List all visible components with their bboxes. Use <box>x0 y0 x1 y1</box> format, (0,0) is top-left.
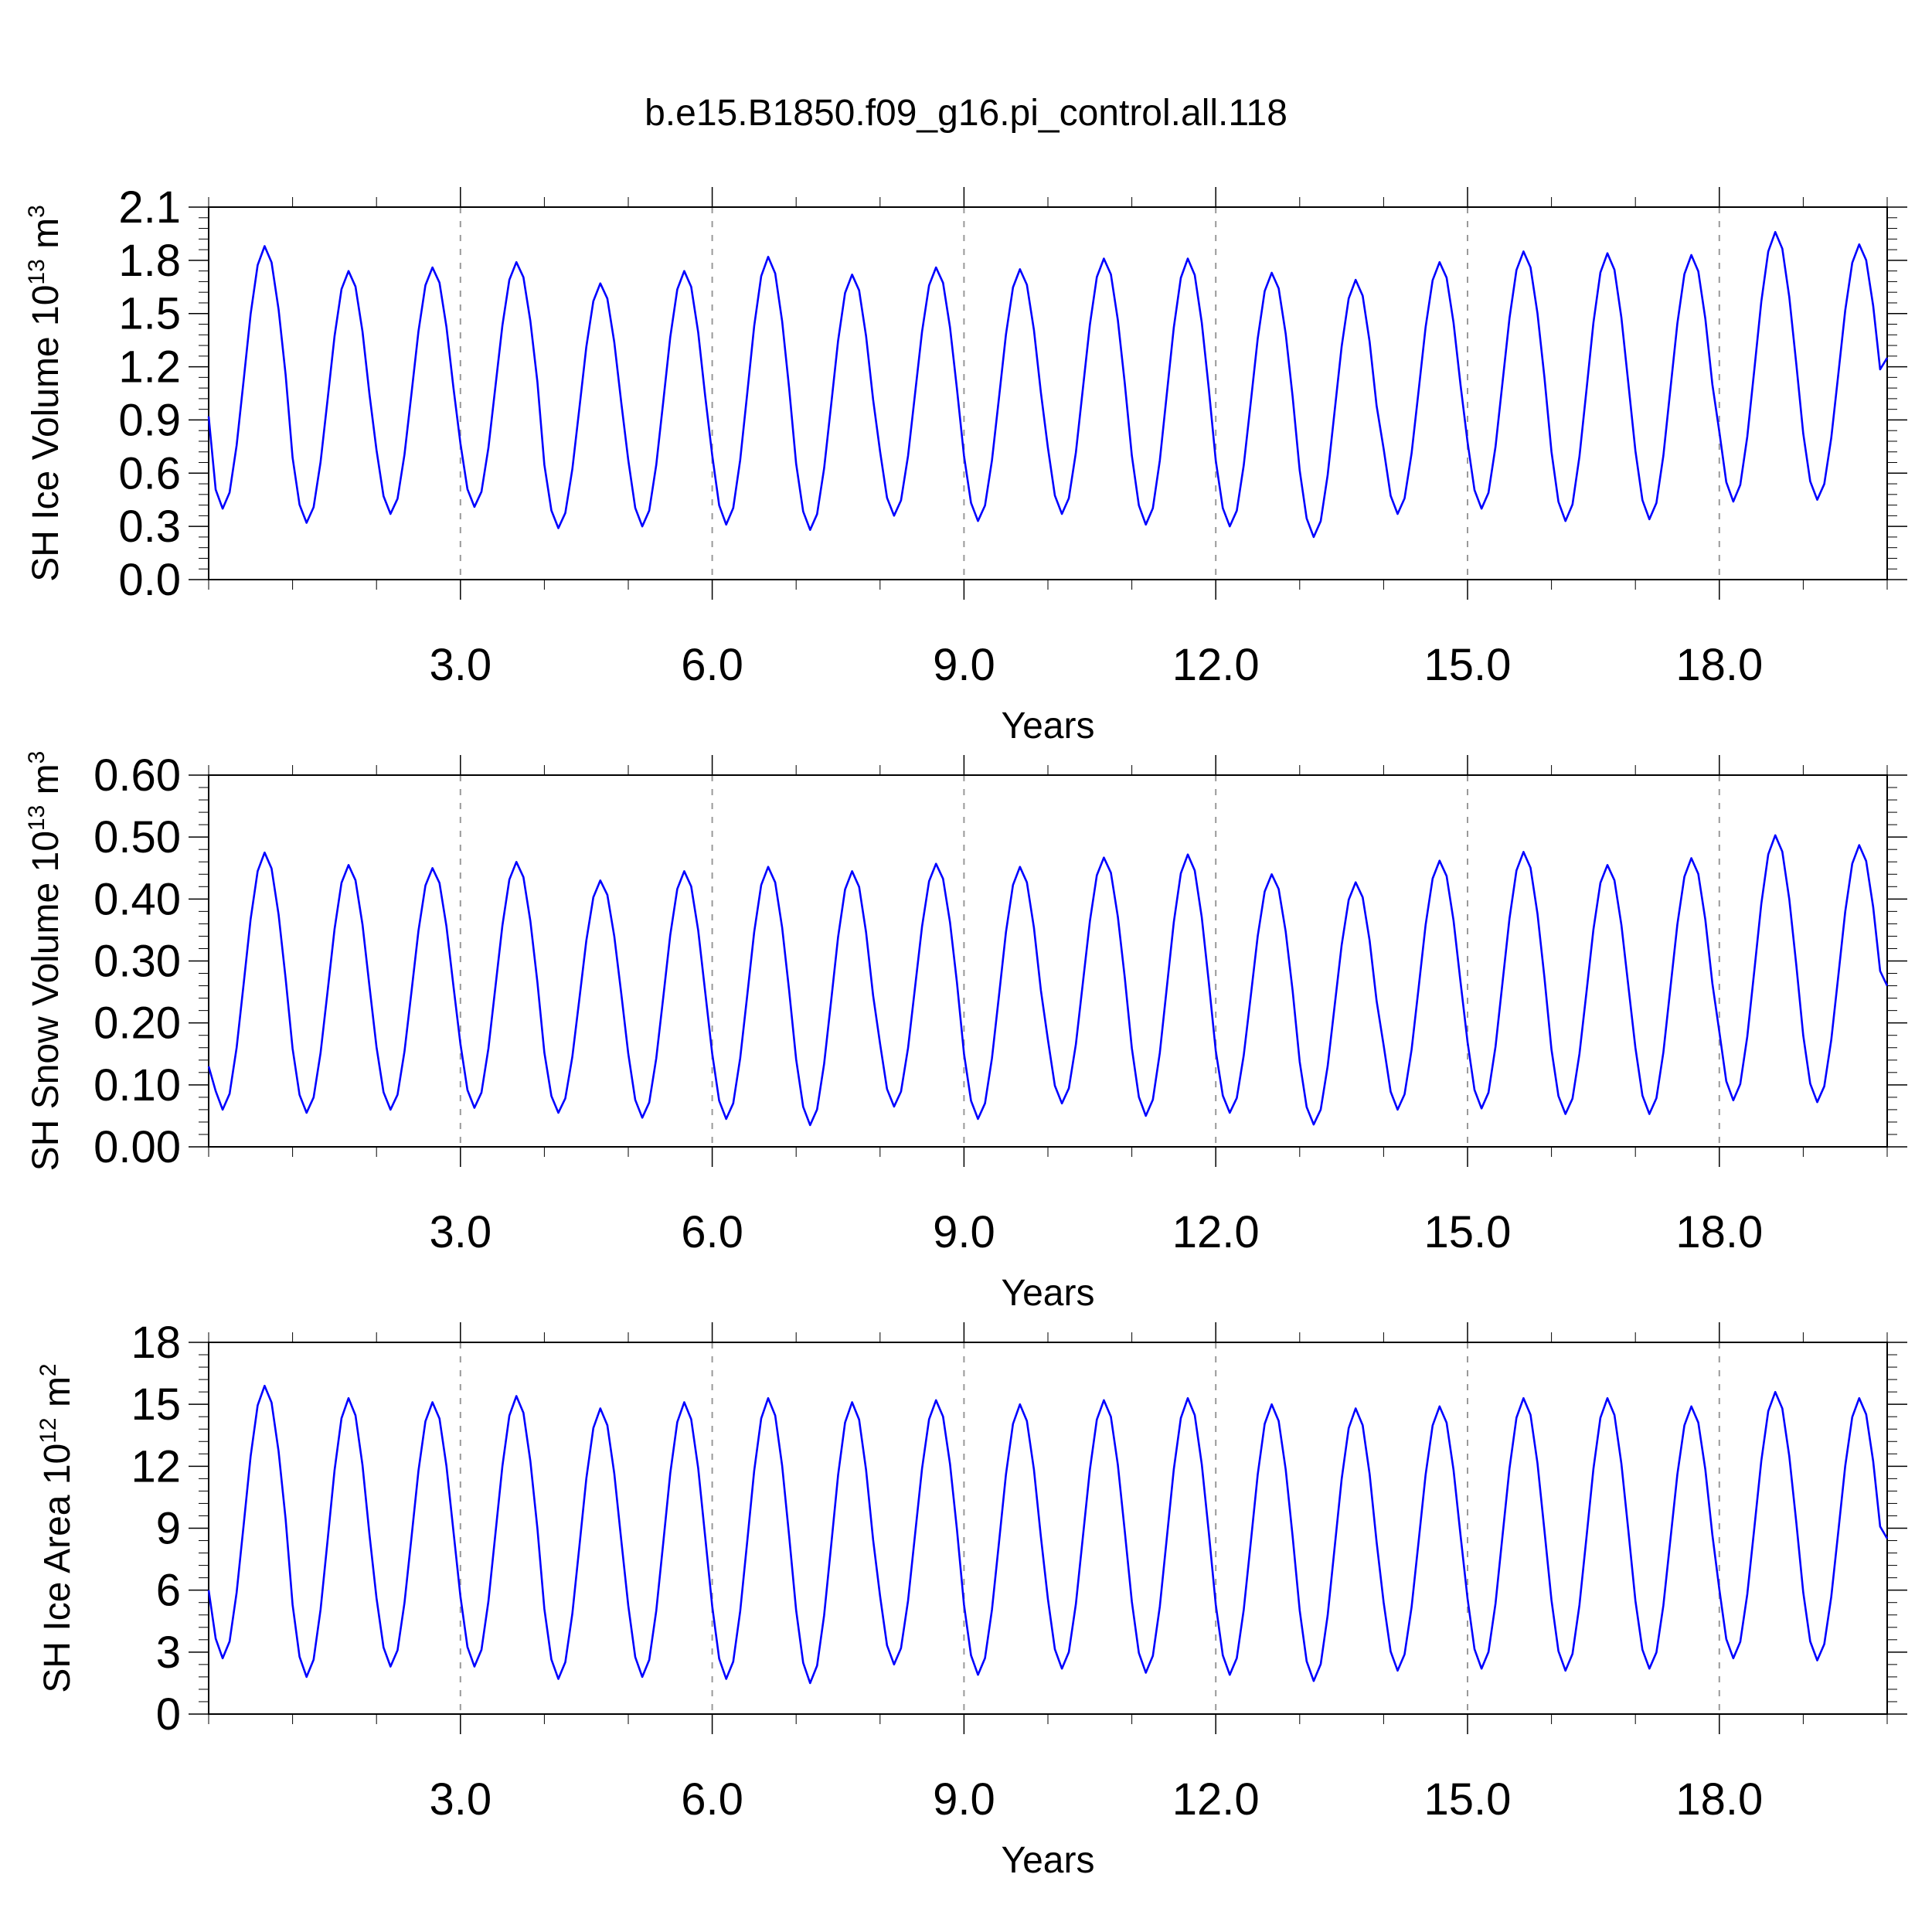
x-tick-label: 12.0 <box>1172 640 1260 690</box>
series-line <box>207 834 1889 1127</box>
y-tick-label: 0.0 <box>118 555 181 605</box>
y-tick-label: 0.10 <box>94 1060 181 1111</box>
y-tick-label: 0.00 <box>94 1122 181 1172</box>
x-tick-label: 3.0 <box>429 640 492 690</box>
panel-2: 0.00 0.10 0.20 0.30 0.40 0.50 0.60 3.0 6.0 9.0 12.… <box>24 750 1907 1314</box>
y-axis-label-part: 3 <box>24 751 49 764</box>
y-tick-label: 15 <box>131 1379 181 1430</box>
x-axis-label: Years <box>1002 1273 1095 1314</box>
y-axis-label: SH Ice Area 1012 m2 <box>36 1363 78 1692</box>
y-axis-label-part: SH Ice Volume 10 <box>26 285 66 582</box>
y-tick-label: 9 <box>156 1504 181 1554</box>
x-tick-label: 6.0 <box>681 1774 743 1825</box>
y-tick-label: 0.30 <box>94 937 181 987</box>
y-axis-label-part: 13 <box>24 259 49 284</box>
y-tick-label: 1.8 <box>118 236 181 286</box>
x-tick-label: 3.0 <box>429 1207 492 1257</box>
y-tick-label: 0.50 <box>94 812 181 862</box>
y-tick-label: 2.1 <box>118 182 181 233</box>
y-axis-label-part: 13 <box>24 805 49 831</box>
y-axis-label: SH Snow Volume 1013 m3 <box>24 751 66 1172</box>
y-axis-label-part: 2 <box>36 1363 61 1376</box>
y-tick-label: 0.40 <box>94 874 181 924</box>
x-tick-label: 9.0 <box>933 640 995 690</box>
x-tick-label: 15.0 <box>1424 1207 1512 1257</box>
y-tick-label: 1.5 <box>118 289 181 339</box>
y-axis-label-part: SH Ice Area 10 <box>37 1444 78 1693</box>
y-axis-label: SH Ice Volume 1013 m3 <box>24 205 66 582</box>
y-axis-label-part: m <box>37 1376 78 1417</box>
x-tick-label: 18.0 <box>1675 1774 1763 1825</box>
series-line <box>207 1384 1889 1685</box>
y-tick-label: 18 <box>131 1318 181 1368</box>
y-axis-label-part: m <box>26 218 66 259</box>
series-line <box>207 230 1889 539</box>
panel-3: 0 3 6 9 12 15 18 3.0 6.0 9.0 12.0 15.0 18.0 Years SH I… <box>36 1318 1907 1881</box>
y-tick-label: 1.2 <box>118 342 181 393</box>
x-tick-label: 9.0 <box>933 1207 995 1257</box>
y-tick-label: 0.3 <box>118 502 181 552</box>
x-tick-label: 15.0 <box>1424 640 1512 690</box>
y-tick-label: 0.9 <box>118 395 181 445</box>
y-axis-label-part: 12 <box>36 1417 61 1443</box>
y-tick-label: 0 <box>156 1689 181 1740</box>
x-axis-label: Years <box>1002 706 1095 747</box>
y-tick-label: 0.6 <box>118 448 181 498</box>
panels: 0.00.30.60.91.21.51.82.1 3.0 6.0 9.0 12.0 15.… <box>24 182 1907 1881</box>
panel-1: 0.00.30.60.91.21.51.82.1 3.0 6.0 9.0 12.0 15.… <box>24 182 1907 747</box>
x-tick-label: 12.0 <box>1172 1774 1260 1825</box>
y-axis-label-part: SH Snow Volume 10 <box>26 831 66 1171</box>
x-tick-label: 6.0 <box>681 1207 743 1257</box>
x-tick-label: 18.0 <box>1675 1207 1763 1257</box>
y-tick-label: 3 <box>156 1628 181 1678</box>
x-tick-label: 15.0 <box>1424 1774 1512 1825</box>
figure-title: b.e15.B1850.f09_g16.pi_control.all.118 <box>645 93 1287 134</box>
x-tick-label: 12.0 <box>1172 1207 1260 1257</box>
x-tick-label: 3.0 <box>429 1774 492 1825</box>
y-tick-label: 6 <box>156 1566 181 1616</box>
y-axis-label-part: m <box>26 764 66 804</box>
x-axis-label: Years <box>1002 1840 1095 1881</box>
x-tick-label: 18.0 <box>1675 640 1763 690</box>
x-tick-label: 9.0 <box>933 1774 995 1825</box>
y-axis-label-part: 3 <box>24 205 49 218</box>
y-tick-label: 12 <box>131 1441 181 1492</box>
y-tick-label: 0.60 <box>94 750 181 801</box>
x-tick-label: 6.0 <box>681 640 743 690</box>
y-tick-label: 0.20 <box>94 998 181 1049</box>
